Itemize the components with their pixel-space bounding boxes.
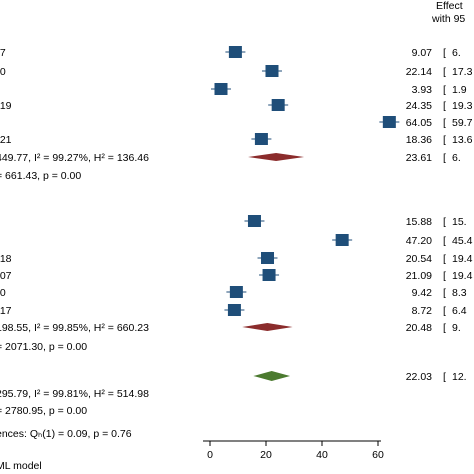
study-ci-bracket: [ (443, 235, 446, 247)
header-effect: Effect (436, 0, 463, 12)
x-axis-tick-label: 60 (372, 449, 384, 461)
overall-test: = 2780.95, p = 0.00 (0, 405, 87, 417)
study-ci-lower: 1.9 (452, 84, 467, 96)
study-effect-value: 8.72 (412, 305, 433, 317)
study-ci-lower: 59.7 (452, 117, 473, 129)
x-axis-tick-label: 20 (260, 449, 272, 461)
study-marker (271, 99, 285, 111)
study-ci-bracket: [ (443, 47, 446, 59)
study-ci-bracket: [ (443, 134, 446, 146)
overall-diamond (253, 371, 291, 381)
chart-marks: 179.07[6.2022.14[17.313.93[1.901924.35[1… (0, 46, 473, 472)
overall-heterogeneity: 295.79, I² = 99.81%, H² = 514.98 (0, 388, 149, 400)
study-marker (262, 269, 276, 281)
study-ci-lower: 6.4 (452, 305, 467, 317)
study-marker (228, 46, 242, 58)
header-ci: with 95 (431, 13, 465, 25)
study-ci-lower: 13.6 (452, 134, 473, 146)
study-ci-bracket: [ (443, 66, 446, 78)
study-ci-lower: 15. (452, 216, 467, 228)
study-label: 007 (0, 270, 12, 282)
study-label: 17 (0, 47, 6, 59)
subgroup-difference-test: ences: Qₕ(1) = 0.09, p = 0.76 (0, 428, 132, 440)
study-ci-bracket: [ (443, 287, 446, 299)
subgroup-diamond (248, 153, 305, 161)
study-ci-bracket: [ (443, 270, 446, 282)
study-label: 017 (0, 305, 12, 317)
study-ci-lower: 45.4 (452, 235, 473, 247)
study-effect-value: 22.14 (406, 66, 432, 78)
study-label: 20 (0, 66, 6, 78)
study-marker (254, 133, 268, 145)
study-label: 021 (0, 134, 12, 146)
subgroup-ci-bracket: [ (443, 152, 446, 164)
study-ci-bracket: [ (443, 117, 446, 129)
study-marker (335, 234, 349, 246)
x-axis-tick-label: 40 (316, 449, 328, 461)
subgroup-ci-lower: 9. (452, 322, 461, 334)
study-ci-lower: 8.3 (452, 287, 467, 299)
study-label: 10 (0, 287, 6, 299)
subgroup-test: = 661.43, p = 0.00 (0, 170, 81, 182)
study-ci-bracket: [ (443, 253, 446, 265)
x-axis-tick-label: 0 (207, 449, 213, 461)
study-ci-bracket: [ (443, 305, 446, 317)
subgroup-effect-value: 20.48 (406, 322, 432, 334)
study-ci-lower: 19.3 (452, 100, 473, 112)
subgroup-heterogeneity: 449.77, I² = 99.27%, H² = 136.46 (0, 152, 149, 164)
study-label: 018 (0, 253, 12, 265)
overall-ci-bracket: [ (443, 371, 446, 383)
subgroup-ci-lower: 6. (452, 152, 461, 164)
study-marker (265, 65, 279, 77)
study-marker (247, 215, 261, 227)
model-footnote: ML model (0, 460, 42, 472)
study-marker (214, 83, 228, 95)
study-effect-value: 47.20 (406, 235, 432, 247)
study-effect-value: 64.05 (406, 117, 432, 129)
study-label: 019 (0, 100, 12, 112)
study-effect-value: 24.35 (406, 100, 432, 112)
subgroup-diamond (242, 323, 293, 331)
study-effect-value: 20.54 (406, 253, 432, 265)
study-ci-lower: 19.4 (452, 270, 473, 282)
study-effect-value: 9.42 (412, 287, 433, 299)
study-marker (229, 286, 243, 298)
study-effect-value: 15.88 (406, 216, 432, 228)
study-ci-bracket: [ (443, 100, 446, 112)
study-ci-lower: 19.4 (452, 253, 473, 265)
study-marker (382, 116, 396, 128)
study-effect-value: 9.07 (412, 47, 433, 59)
study-ci-bracket: [ (443, 84, 446, 96)
study-marker (261, 252, 275, 264)
study-ci-lower: 6. (452, 47, 461, 59)
subgroup-effect-value: 23.61 (406, 152, 432, 164)
study-effect-value: 3.93 (412, 84, 433, 96)
subgroup-heterogeneity: 198.55, I² = 99.85%, H² = 660.23 (0, 322, 149, 334)
subgroup-test: = 2071.30, p = 0.00 (0, 341, 87, 353)
subgroup-ci-bracket: [ (443, 322, 446, 334)
overall-effect-value: 22.03 (406, 371, 432, 383)
study-marker (227, 304, 241, 316)
study-ci-lower: 17.3 (452, 66, 473, 78)
study-effect-value: 21.09 (406, 270, 432, 282)
study-ci-bracket: [ (443, 216, 446, 228)
study-effect-value: 18.36 (406, 134, 432, 146)
overall-ci-lower: 12. (452, 371, 467, 383)
